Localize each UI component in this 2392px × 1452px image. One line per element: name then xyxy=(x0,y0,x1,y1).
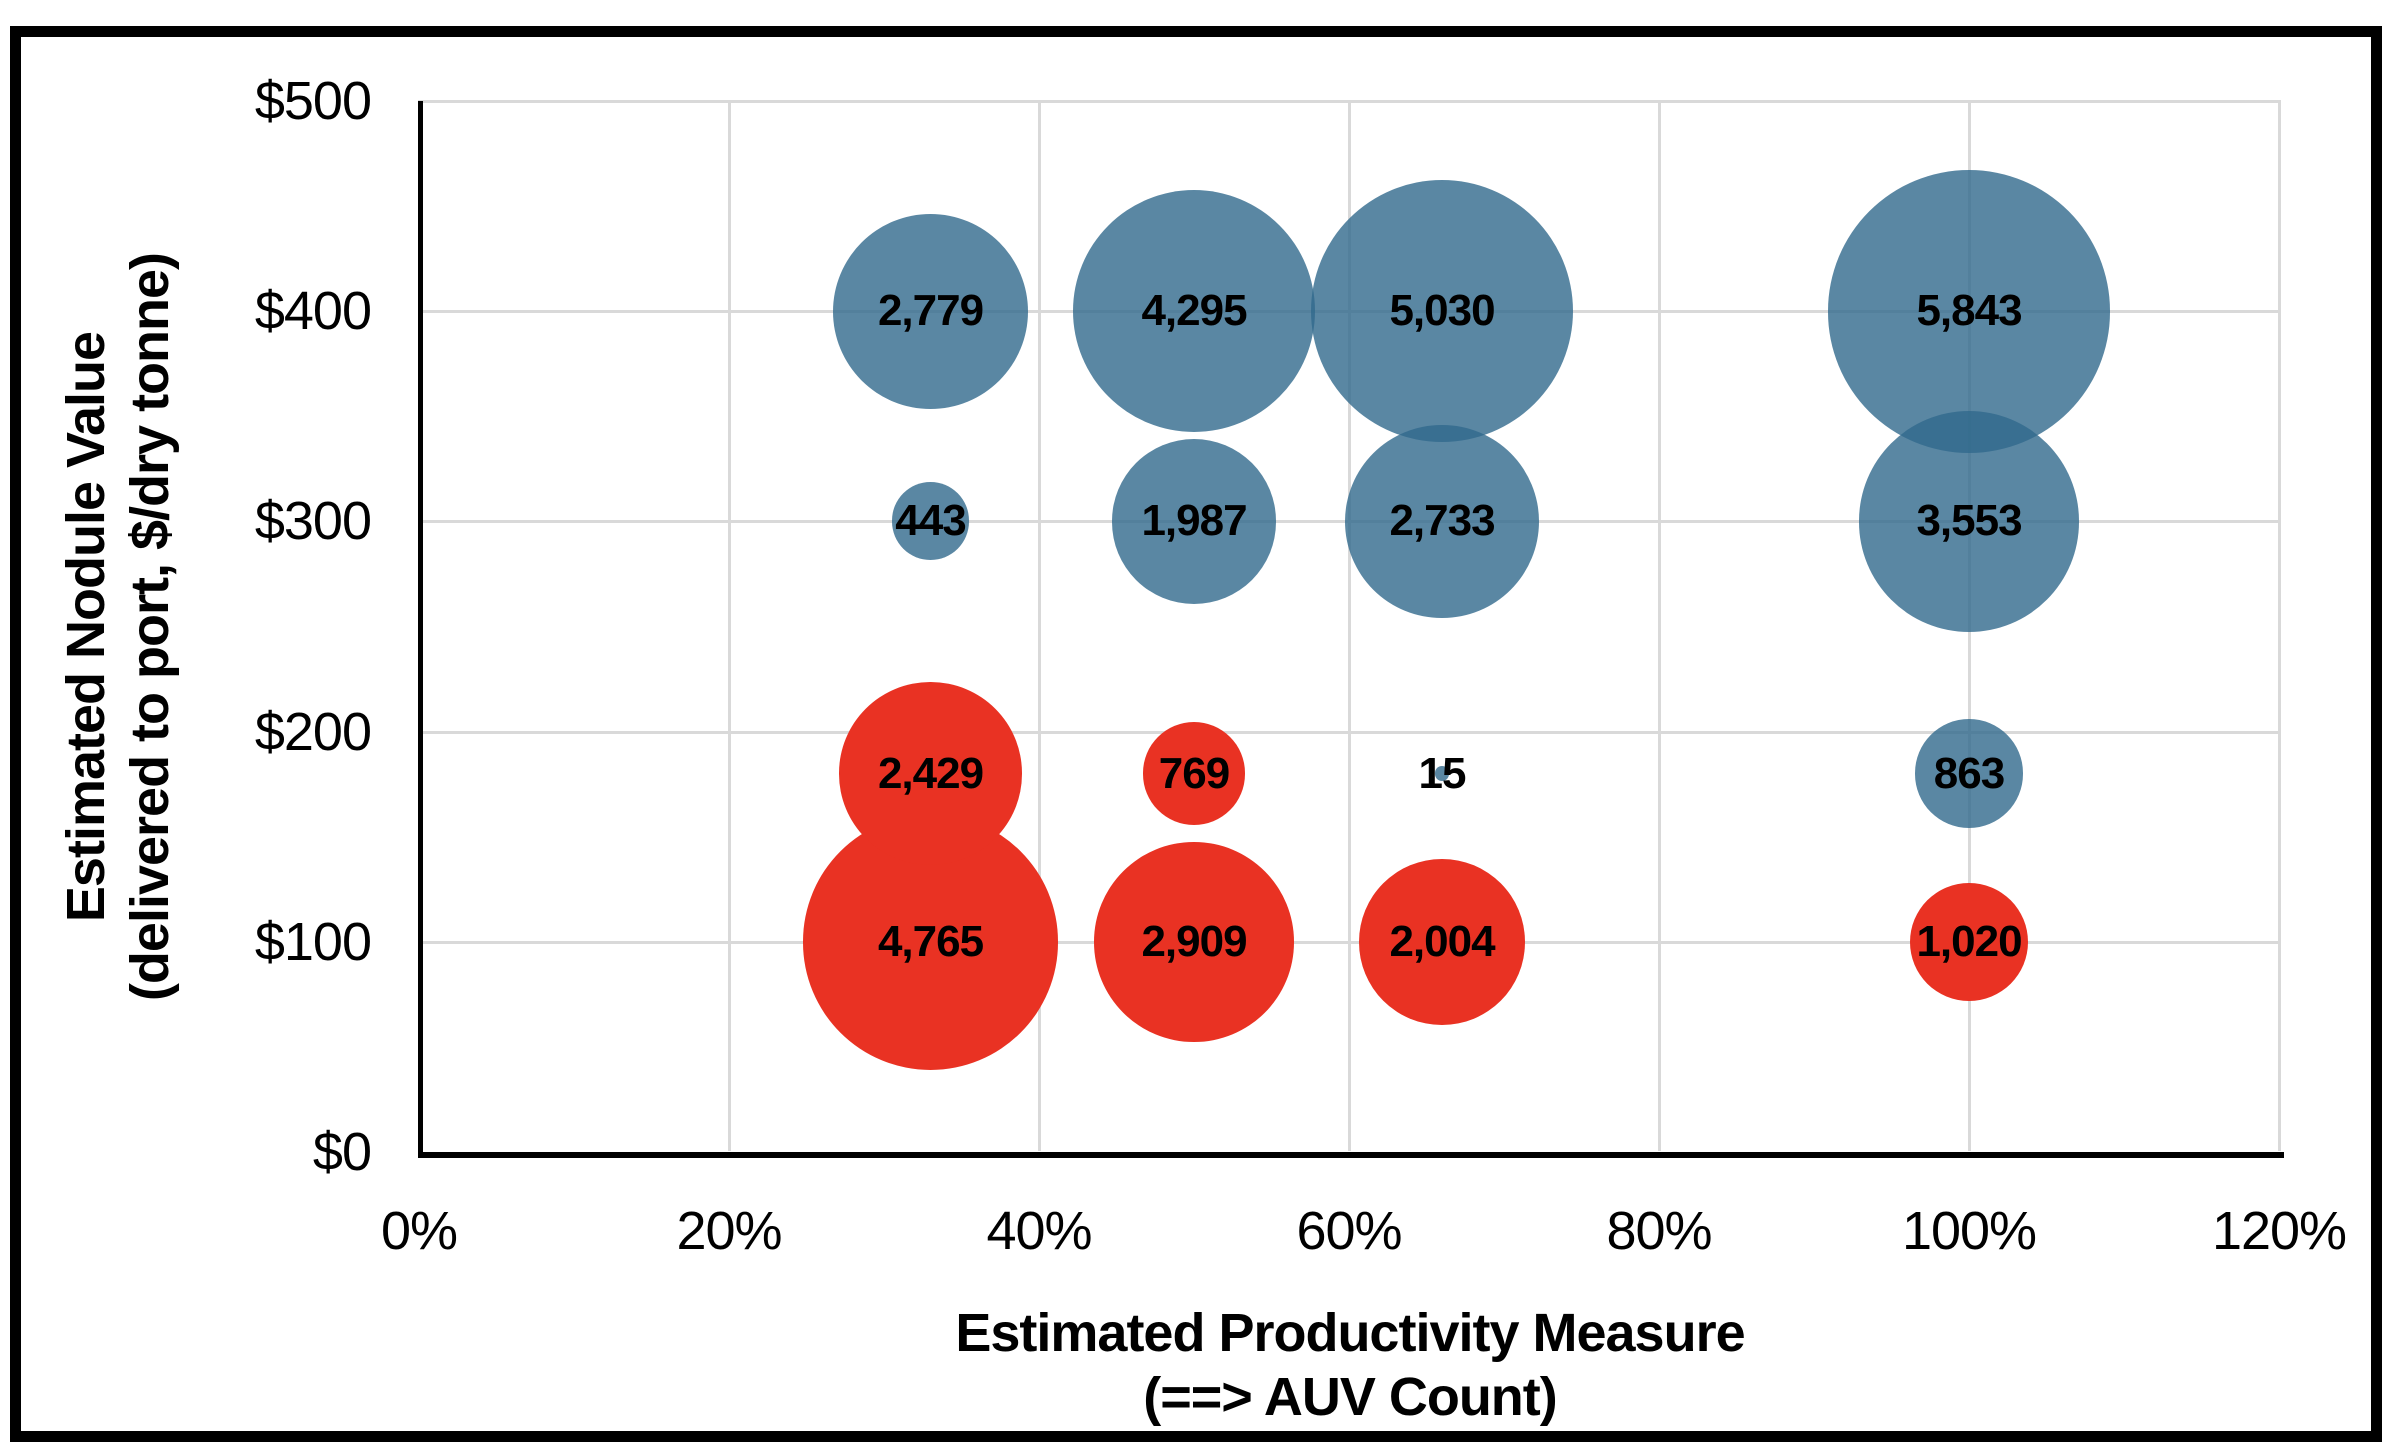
x-tick-40pct: 40% xyxy=(986,1201,1092,1261)
bubble-50pct-180usd xyxy=(1142,722,1246,825)
bubble-50pct-300usd xyxy=(1111,438,1277,604)
bubble-label-50pct-400usd: 4,295 xyxy=(1141,286,1247,336)
bubble-33pct-300usd xyxy=(891,482,970,561)
x-axis-title: Estimated Productivity Measure (==> AUV … xyxy=(750,1301,1950,1429)
bubble-label-50pct-180usd: 769 xyxy=(1158,748,1230,798)
bubble-50pct-100usd xyxy=(1094,842,1294,1042)
plot-area: 5,843 5,030 4,765 4,295 3,553 2,909 2,779 2,733… xyxy=(10,26,2360,1420)
gridline-x-60 xyxy=(1348,100,1351,1151)
x-tick-0pct: 0% xyxy=(380,1201,458,1261)
y-tick-500usd: $500 xyxy=(254,71,372,131)
bubble-label-33pct-300usd: 443 xyxy=(895,496,966,546)
y-axis-title: Estimated Nodule Value (delivered to por… xyxy=(54,82,182,1172)
bubble-label-66pct-400usd: 5,030 xyxy=(1389,286,1495,336)
bubble-50pct-400usd xyxy=(1072,189,1316,433)
gridline-x-20 xyxy=(728,100,731,1151)
bubble-66pct-100usd xyxy=(1359,858,1525,1025)
y-tick-200usd: $200 xyxy=(254,701,372,762)
x-tick-60pct: 60% xyxy=(1296,1201,1402,1261)
bubble-100pct-400usd xyxy=(1827,169,2111,453)
bubble-label-100pct-300usd: 3,553 xyxy=(1916,496,2022,546)
x-axis-title-line1: Estimated Productivity Measure xyxy=(955,1303,1745,1363)
bubble-66pct-180usd xyxy=(1434,766,1450,781)
bubble-100pct-100usd xyxy=(1909,882,2029,1001)
bubble-label-100pct-180usd: 863 xyxy=(1933,748,2005,798)
y-tick-100usd: $100 xyxy=(254,911,372,972)
bubble-100pct-300usd xyxy=(1858,411,2080,632)
y-axis-title-line2: (delivered to port, $/dry tonne) xyxy=(120,252,180,1002)
bubble-label-33pct-180usd: 2,429 xyxy=(877,748,984,798)
bubble-label-100pct-100usd: 1,020 xyxy=(1916,916,2022,966)
y-tick-400usd: $400 xyxy=(254,281,372,342)
bubble-33pct-400usd xyxy=(832,213,1029,409)
bubble-label-66pct-100usd: 2,004 xyxy=(1389,916,1495,966)
x-tick-80pct: 80% xyxy=(1606,1201,1712,1261)
x-tick-100pct: 100% xyxy=(1901,1201,2037,1261)
x-axis-title-line2: (==> AUV Count) xyxy=(1143,1367,1558,1427)
gridline-x-40 xyxy=(1038,100,1041,1151)
figure-border: 5,843 5,030 4,765 4,295 3,553 2,909 2,779 2,733… xyxy=(10,26,2382,1442)
y-axis-line xyxy=(418,101,423,1157)
bubble-66pct-300usd xyxy=(1345,424,1539,619)
bubble-label-66pct-300usd: 2,733 xyxy=(1389,496,1495,546)
x-tick-120pct: 120% xyxy=(2211,1201,2347,1261)
bubble-100pct-180usd xyxy=(1914,719,2024,828)
bubble-label-50pct-300usd: 1,987 xyxy=(1141,496,1247,546)
bubble-66pct-400usd xyxy=(1310,179,1574,443)
y-axis-title-line1: Estimated Nodule Value xyxy=(56,331,116,923)
y-tick-300usd: $300 xyxy=(254,491,372,552)
bubble-label-33pct-400usd: 2,779 xyxy=(877,286,984,336)
x-tick-20pct: 20% xyxy=(676,1201,782,1261)
bubble-label-100pct-400usd: 5,843 xyxy=(1916,286,2022,336)
gridline-x-80 xyxy=(1658,100,1661,1151)
bubble-33pct-180usd xyxy=(839,682,1022,865)
bubble-label-50pct-100usd: 2,909 xyxy=(1141,916,1247,966)
gridline-x-120 xyxy=(2278,100,2281,1151)
y-tick-0usd: $0 xyxy=(312,1122,372,1182)
bubble-label-33pct-100usd: 4,765 xyxy=(877,916,984,966)
x-axis-line xyxy=(418,1152,2284,1158)
bubble-label-66pct-180usd: 15 xyxy=(1418,748,1467,798)
